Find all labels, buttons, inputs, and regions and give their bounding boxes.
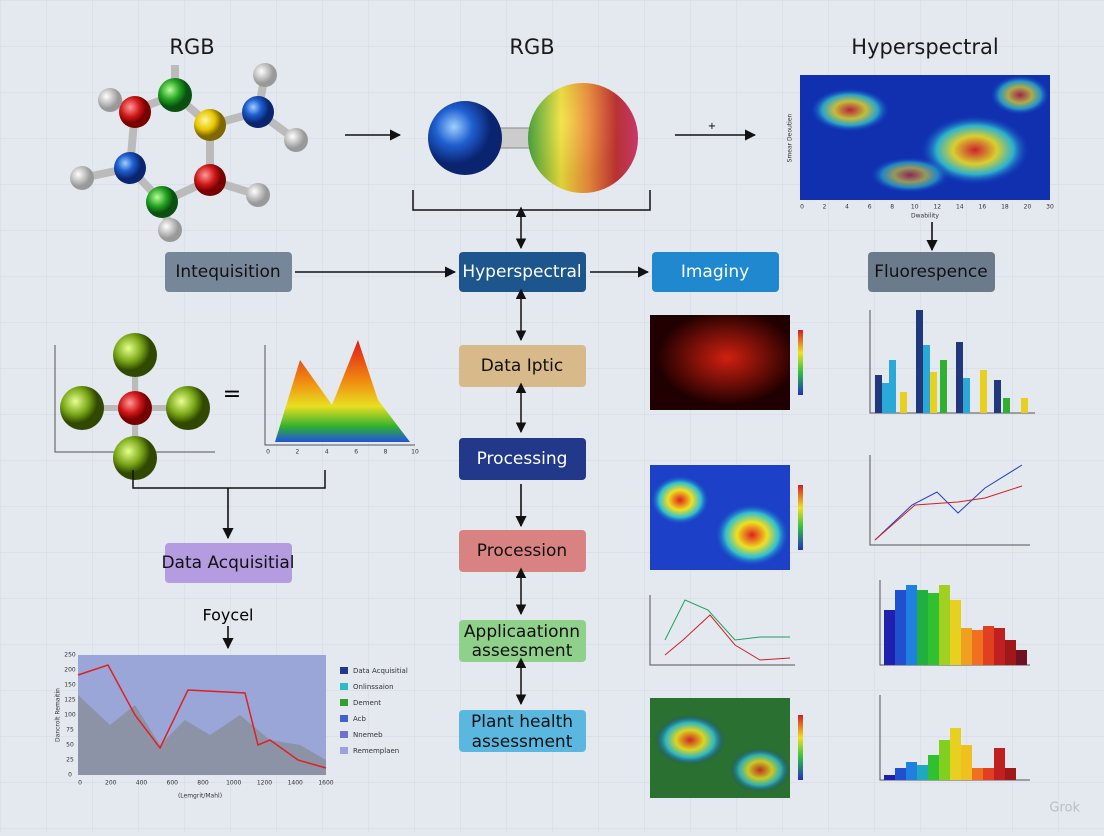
tick-label: 1600 bbox=[318, 780, 333, 787]
tick-label: 400 bbox=[136, 780, 148, 787]
tick-label: 2 bbox=[823, 204, 827, 211]
bar-charts bbox=[869, 310, 1035, 781]
box-label: assessment bbox=[472, 732, 573, 752]
dumbbell bbox=[428, 83, 638, 193]
spectrum-chart bbox=[264, 340, 415, 446]
tick-label: 20 bbox=[1024, 204, 1032, 211]
box bbox=[868, 252, 995, 292]
axis-label: Dancrolt Remaitin bbox=[55, 688, 62, 742]
tick-label: 10 bbox=[911, 204, 919, 211]
tick-label: 0 bbox=[78, 780, 82, 787]
box bbox=[459, 345, 586, 387]
equals: = bbox=[223, 382, 241, 407]
box-label: Processing bbox=[477, 449, 568, 469]
plus-label: + bbox=[708, 121, 716, 132]
bracket bbox=[412, 190, 651, 211]
box bbox=[459, 252, 586, 292]
tick-label: 0 bbox=[266, 449, 270, 456]
box-label: Fluorespence bbox=[874, 262, 987, 282]
header: RGB bbox=[169, 35, 214, 59]
axis-label: Smear Deoutien bbox=[787, 113, 794, 162]
heatmap bbox=[649, 315, 803, 798]
box bbox=[165, 252, 292, 292]
tick-label: 12 bbox=[933, 204, 941, 211]
bracket bbox=[132, 470, 326, 489]
tick-label: 600 bbox=[167, 780, 179, 787]
legend-swatch bbox=[340, 715, 348, 722]
axis-label: (Lemgrit/Mahl) bbox=[178, 793, 222, 800]
tick-label: 100 bbox=[64, 712, 76, 719]
tick-label: 8 bbox=[890, 204, 894, 211]
legend-swatch bbox=[340, 699, 348, 706]
tick-label: 250 bbox=[64, 652, 76, 659]
molecule bbox=[70, 63, 308, 242]
line-chart bbox=[77, 655, 327, 775]
legend-swatch bbox=[340, 731, 348, 738]
axis-label: Dwability bbox=[911, 213, 939, 220]
legend-swatch bbox=[340, 683, 348, 690]
box-label: Data Iptic bbox=[481, 356, 564, 376]
header: Hyperspectral bbox=[851, 35, 998, 59]
box bbox=[165, 543, 292, 583]
legend-swatch bbox=[340, 667, 348, 674]
box-label: Intequisition bbox=[175, 262, 280, 282]
header: RGB bbox=[509, 35, 554, 59]
box bbox=[459, 530, 586, 572]
tick-label: 0 bbox=[800, 204, 804, 211]
tick-label: 2 bbox=[295, 449, 299, 456]
box-label: Imaginy bbox=[681, 262, 749, 282]
tick-label: 8 bbox=[384, 449, 388, 456]
tick-label: 800 bbox=[197, 780, 209, 787]
legend-label: Acb bbox=[353, 715, 367, 723]
tick-label: 4 bbox=[845, 204, 849, 211]
legend-label: Data Acquisitial bbox=[353, 667, 408, 675]
box bbox=[459, 620, 586, 662]
box-label: Procession bbox=[477, 541, 567, 561]
box-label: Hyperspectral bbox=[462, 262, 581, 282]
legend-label: Onlinssaion bbox=[353, 683, 394, 691]
legend-label: Dement bbox=[353, 699, 381, 707]
box-label: Data Acquisitial bbox=[161, 553, 294, 573]
hyperspectral-map bbox=[800, 75, 1050, 200]
molecule-chart bbox=[54, 333, 215, 480]
tick-label: 200 bbox=[64, 667, 76, 674]
tick-label: 1000 bbox=[226, 780, 241, 787]
label: Foycel bbox=[203, 606, 254, 625]
legend-swatch bbox=[340, 747, 348, 754]
tick-label: 6 bbox=[354, 449, 358, 456]
box-label: assessment bbox=[472, 641, 573, 661]
tick-label: 30 bbox=[1046, 204, 1054, 211]
tick-label: 75 bbox=[66, 727, 74, 734]
tick-label: 200 bbox=[105, 780, 117, 787]
legend-label: Rememplaen bbox=[353, 747, 399, 755]
tick-label: 14 bbox=[956, 204, 964, 211]
tick-label: 125 bbox=[64, 697, 76, 704]
box-label: Applicaationn bbox=[464, 622, 580, 642]
box-label: Plant health bbox=[471, 712, 573, 732]
box bbox=[459, 438, 586, 480]
tick-label: 6 bbox=[868, 204, 872, 211]
tick-label: 1400 bbox=[288, 780, 303, 787]
tick-label: 4 bbox=[325, 449, 329, 456]
tick-label: 50 bbox=[66, 742, 74, 749]
tick-label: 16 bbox=[979, 204, 987, 211]
tick-label: 25 bbox=[66, 757, 74, 764]
tick-label: 1200 bbox=[257, 780, 272, 787]
tick-label: 150 bbox=[64, 682, 76, 689]
watermark: Grok bbox=[1049, 801, 1080, 816]
legend-label: Nnemeb bbox=[353, 731, 383, 739]
tick-label: 0 bbox=[68, 772, 72, 779]
tick-label: 10 bbox=[411, 449, 419, 456]
box bbox=[459, 710, 586, 752]
box bbox=[652, 252, 779, 292]
tick-label: 18 bbox=[1001, 204, 1009, 211]
